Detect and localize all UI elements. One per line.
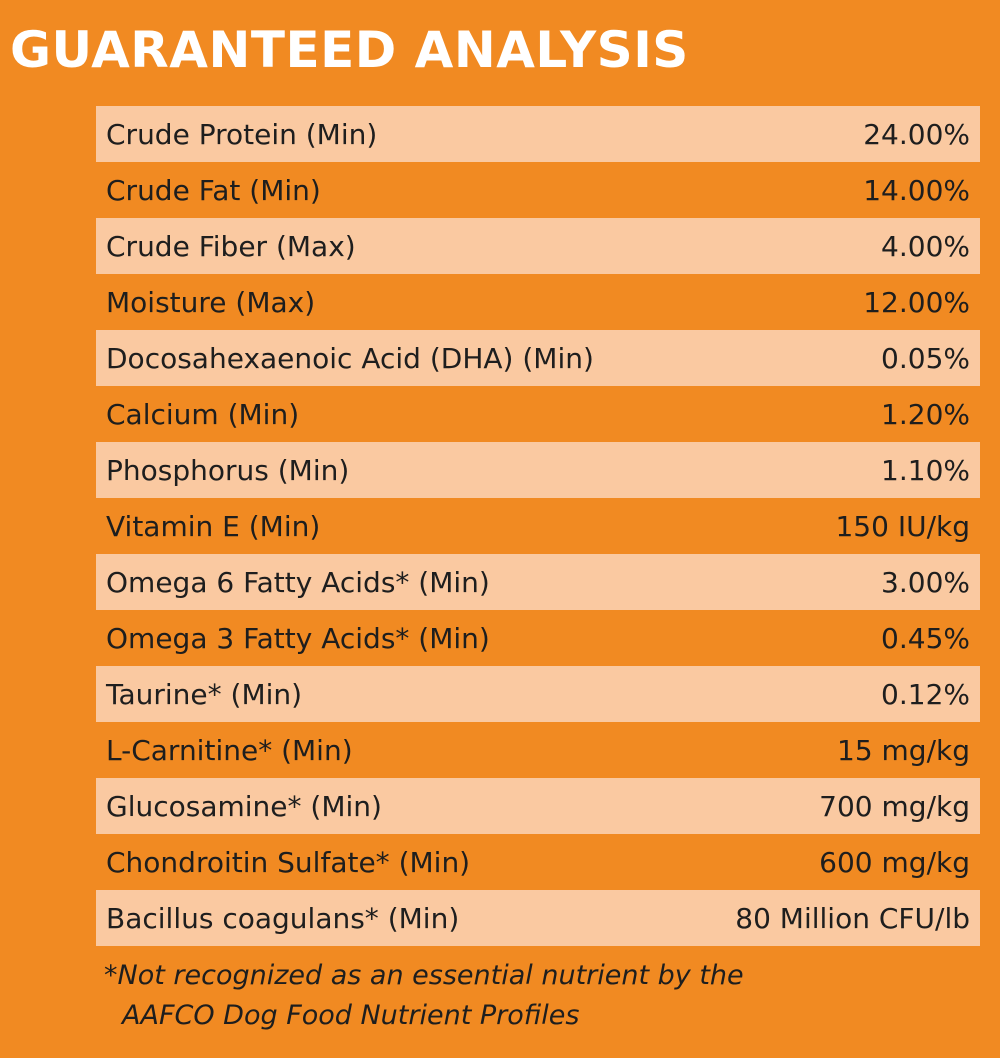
nutrient-label: Bacillus coagulans* (Min) <box>106 901 460 935</box>
table-row: Taurine* (Min) 0.12% <box>96 666 980 722</box>
table-row: Moisture (Max) 12.00% <box>96 274 980 330</box>
nutrient-label: Omega 3 Fatty Acids* (Min) <box>106 621 490 655</box>
nutrient-value: 600 mg/kg <box>819 845 970 879</box>
page-title: GUARANTEED ANALYSIS <box>10 21 689 79</box>
nutrient-value: 14.00% <box>863 173 970 207</box>
nutrient-value: 15 mg/kg <box>837 733 970 767</box>
table-row: Docosahexaenoic Acid (DHA) (Min) 0.05% <box>96 330 980 386</box>
nutrient-label: Crude Fat (Min) <box>106 173 321 207</box>
table-row: Crude Protein (Min) 24.00% <box>96 106 980 162</box>
nutrient-value: 80 Million CFU/lb <box>735 901 970 935</box>
table-row: Crude Fat (Min) 14.00% <box>96 162 980 218</box>
nutrient-label: L-Carnitine* (Min) <box>106 733 353 767</box>
table-row: L-Carnitine* (Min) 15 mg/kg <box>96 722 980 778</box>
nutrient-label: Crude Fiber (Max) <box>106 229 356 263</box>
footnote-line: AAFCO Dog Food Nutrient Profiles <box>122 1000 580 1031</box>
nutrient-label: Phosphorus (Min) <box>106 453 350 487</box>
nutrient-value: 12.00% <box>863 285 970 319</box>
nutrient-label: Crude Protein (Min) <box>106 117 378 151</box>
table-row: Crude Fiber (Max) 4.00% <box>96 218 980 274</box>
table-row: Omega 6 Fatty Acids* (Min) 3.00% <box>96 554 980 610</box>
table-row: Calcium (Min) 1.20% <box>96 386 980 442</box>
nutrient-label: Glucosamine* (Min) <box>106 789 382 823</box>
footnote-line: *Not recognized as an essential nutrient… <box>104 960 744 991</box>
nutrient-label: Vitamin E (Min) <box>106 509 321 543</box>
nutrient-value: 150 IU/kg <box>835 509 970 543</box>
table-row: Phosphorus (Min) 1.10% <box>96 442 980 498</box>
nutrient-label: Omega 6 Fatty Acids* (Min) <box>106 565 490 599</box>
table-row: Vitamin E (Min) 150 IU/kg <box>96 498 980 554</box>
table-row: Bacillus coagulans* (Min) 80 Million CFU… <box>96 890 980 946</box>
footnote: *Not recognized as an essential nutrient… <box>104 956 984 1036</box>
nutrient-label: Docosahexaenoic Acid (DHA) (Min) <box>106 341 594 375</box>
table-row: Chondroitin Sulfate* (Min) 600 mg/kg <box>96 834 980 890</box>
table-row: Omega 3 Fatty Acids* (Min) 0.45% <box>96 610 980 666</box>
nutrient-value: 1.10% <box>881 453 970 487</box>
nutrient-value: 700 mg/kg <box>819 789 970 823</box>
nutrient-value: 4.00% <box>881 229 970 263</box>
nutrient-label: Taurine* (Min) <box>106 677 303 711</box>
nutrient-value: 3.00% <box>881 565 970 599</box>
nutrient-label: Chondroitin Sulfate* (Min) <box>106 845 471 879</box>
nutrient-value: 0.45% <box>881 621 970 655</box>
nutrient-label: Calcium (Min) <box>106 397 300 431</box>
nutrient-value: 0.12% <box>881 677 970 711</box>
nutrient-value: 1.20% <box>881 397 970 431</box>
nutrient-label: Moisture (Max) <box>106 285 316 319</box>
nutrient-value: 0.05% <box>881 341 970 375</box>
nutrient-value: 24.00% <box>863 117 970 151</box>
table-row: Glucosamine* (Min) 700 mg/kg <box>96 778 980 834</box>
analysis-table: Crude Protein (Min) 24.00% Crude Fat (Mi… <box>96 106 980 946</box>
